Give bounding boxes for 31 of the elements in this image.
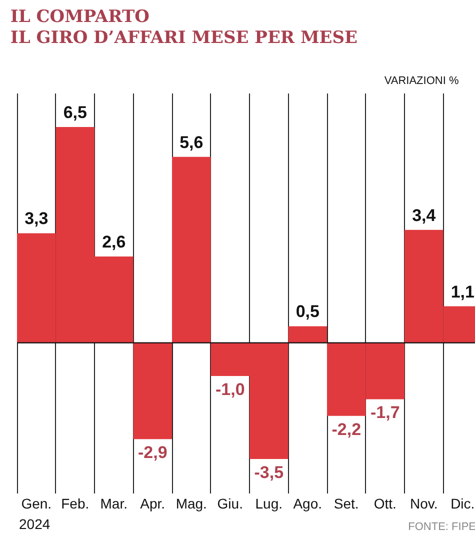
data-label: 5,6 (180, 132, 204, 152)
data-label: -1,0 (215, 380, 245, 399)
bar (288, 326, 327, 343)
x-tick-label: Giu. (217, 496, 243, 512)
data-label: 0,5 (296, 302, 320, 322)
x-tick-label: Dic. (450, 496, 475, 512)
bar (172, 156, 211, 343)
x-tick-label: Mag. (176, 496, 207, 512)
data-label: 3,4 (412, 206, 436, 225)
data-label: 2,6 (102, 232, 126, 252)
x-tick-label: Set. (334, 496, 359, 512)
y-axis-title: VARIAZIONI % (384, 75, 459, 87)
data-label: 3,3 (24, 209, 48, 228)
x-tick-label: Feb. (61, 496, 90, 512)
x-tick-label: Apr. (140, 496, 166, 512)
data-label: -3,5 (254, 463, 284, 482)
data-label: -2,2 (332, 420, 362, 439)
x-tick-label: Mar. (100, 496, 128, 512)
data-label: 6,5 (63, 103, 87, 122)
bar (133, 342, 172, 440)
x-tick-label: Gen. (21, 496, 52, 512)
chart-subtitle: IL GIRO D’AFFARI MESE PER MESE (10, 28, 358, 48)
x-tick-label: Ott. (374, 496, 396, 512)
x-tick-label: Lug. (255, 496, 282, 512)
x-tick-label: Nov. (410, 496, 438, 512)
data-label: -2,9 (138, 443, 168, 462)
x-tick-label: Ago. (293, 496, 322, 512)
text: 2024 (19, 516, 50, 532)
chart-title: IL COMPARTO (10, 7, 150, 27)
data-label: 1,1 (450, 282, 474, 302)
data-label: -1,7 (370, 403, 400, 422)
